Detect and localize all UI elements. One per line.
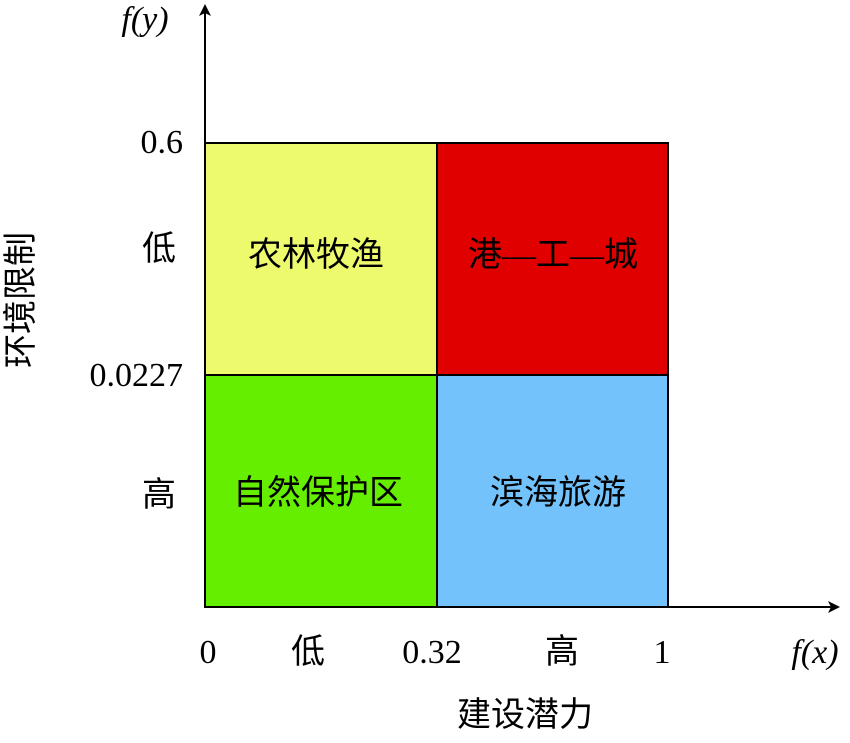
- region-label: 农林牧渔: [248, 236, 384, 274]
- y-tick-label: 0.0227: [90, 357, 184, 394]
- x-tick-label: 0: [200, 634, 217, 671]
- y-tick-label: 低: [142, 231, 176, 268]
- y-axis-title: 环境限制: [2, 232, 40, 368]
- x-axis-label: f(x): [791, 634, 838, 671]
- y-tick-label: 高: [142, 476, 176, 514]
- x-tick-label: 低: [291, 634, 325, 671]
- region-box: [436, 142, 669, 376]
- region-label: 自然保护区: [233, 474, 403, 512]
- region-box: [204, 374, 438, 608]
- region-label: 港—工—城: [468, 237, 638, 274]
- y-tick-label: 0.6: [141, 124, 184, 161]
- region-box: [436, 374, 669, 608]
- x-axis-title: 建设潜力: [457, 696, 593, 734]
- x-tick-label: 1: [654, 634, 671, 671]
- y-axis-label: f(y): [121, 1, 168, 38]
- region-box: [204, 142, 438, 376]
- x-tick-label: 0.32: [402, 634, 462, 671]
- x-tick-label: 高: [545, 633, 579, 671]
- region-label: 滨海旅游: [490, 474, 626, 512]
